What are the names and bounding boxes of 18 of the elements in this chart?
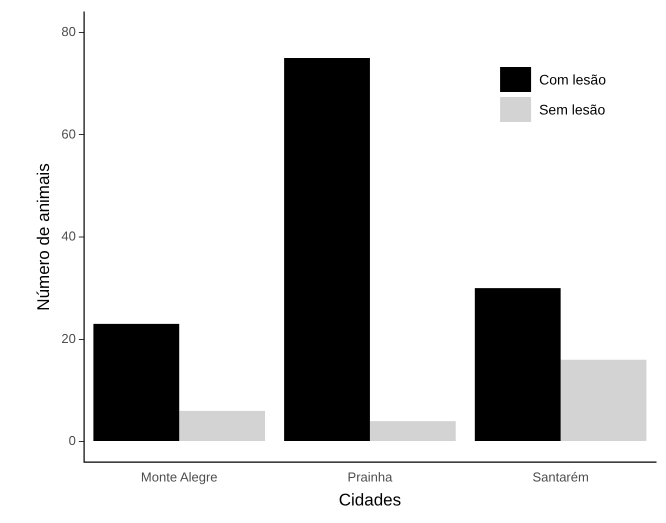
y-tick-label: 80 (61, 24, 76, 40)
legend-label: Sem lesão (539, 101, 606, 118)
legend-label: Com lesão (539, 71, 606, 88)
y-tick-label: 40 (61, 228, 76, 244)
y-axis-title: Número de animais (34, 163, 53, 311)
y-tick-label: 60 (61, 126, 76, 142)
bar (474, 288, 561, 442)
bar (370, 421, 456, 442)
x-tick-label: Santarém (532, 469, 589, 484)
y-tick-label: 20 (61, 330, 76, 346)
y-tick-label: 0 (68, 433, 76, 448)
x-tick-label: Prainha (348, 469, 394, 484)
bar (560, 360, 646, 442)
x-tick-label: Monte Alegre (140, 469, 218, 484)
bar (284, 58, 370, 442)
bar (93, 324, 180, 442)
bar (179, 410, 266, 442)
x-axis-title: Cidades (338, 490, 402, 510)
